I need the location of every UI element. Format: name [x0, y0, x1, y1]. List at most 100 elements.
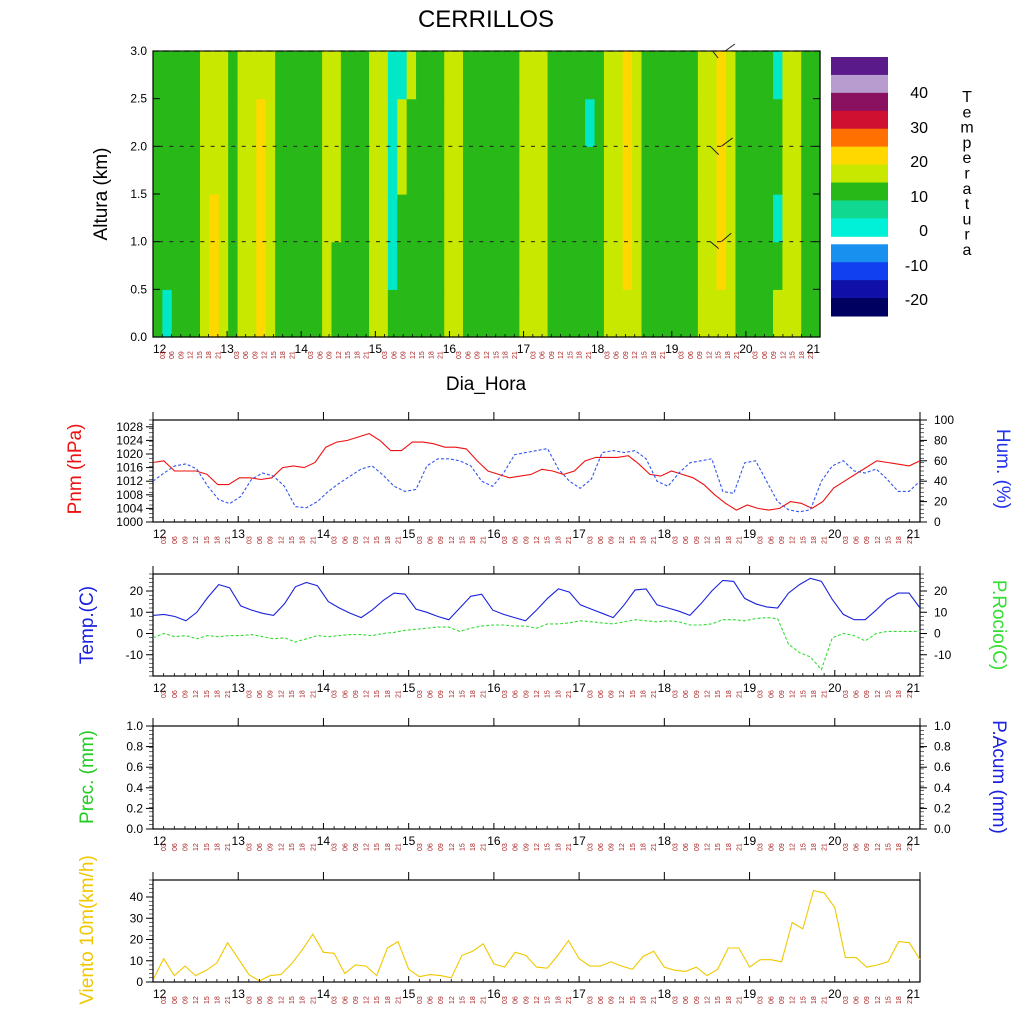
- hour-tick-label: 15: [204, 690, 211, 698]
- heatmap-cell: [293, 51, 304, 100]
- hour-tick-label: 21: [822, 996, 829, 1004]
- y-tick-label-right: 0.0: [934, 822, 951, 836]
- hour-tick-label: 12: [188, 351, 195, 359]
- heatmap-cell: [538, 194, 549, 243]
- hour-tick-label: 03: [672, 996, 679, 1004]
- y-tick-label-left: 10: [130, 954, 144, 968]
- heatmap-cell: [322, 98, 333, 147]
- heatmap-cell: [791, 241, 802, 290]
- hour-tick-label: 12: [364, 536, 371, 544]
- hour-tick-label: 12: [193, 843, 200, 851]
- day-tick-label: 17: [572, 987, 586, 1001]
- colorbar-title-letter: p: [963, 135, 972, 152]
- heatmap-cell: [181, 194, 192, 243]
- heatmap-cell: [190, 51, 201, 100]
- heatmap-cell: [162, 51, 173, 100]
- heatmap-cell: [190, 194, 201, 243]
- heatmap-cell: [632, 289, 643, 338]
- heatmap-cell: [556, 51, 567, 100]
- heatmap-cell: [162, 98, 173, 147]
- hour-tick-label: 21: [364, 351, 371, 359]
- series-line: [152, 889, 921, 982]
- heatmap-cell: [434, 146, 445, 195]
- heatmap-cell: [575, 289, 586, 338]
- heatmap-cell: [350, 51, 361, 100]
- heatmap-cell: [763, 146, 774, 195]
- hour-tick-label: 09: [694, 843, 701, 851]
- hour-tick-label: 12: [790, 996, 797, 1004]
- heatmap-cell: [369, 241, 380, 290]
- heatmap-cell: [209, 289, 220, 338]
- heatmap-cell: [528, 146, 539, 195]
- colorbar-swatch: [831, 57, 888, 76]
- heatmap-cell: [547, 51, 558, 100]
- colorbar-swatch: [831, 298, 888, 317]
- heatmap-cell: [697, 146, 708, 195]
- hour-tick-label: 21: [660, 351, 667, 359]
- hour-tick-label: 06: [513, 536, 520, 544]
- heatmap-cell: [162, 194, 173, 243]
- hour-tick-label: 15: [374, 690, 381, 698]
- heatmap-cell: [744, 289, 755, 338]
- hour-tick-label: 18: [300, 996, 307, 1004]
- heatmap-cell: [425, 289, 436, 338]
- hour-tick-label: 09: [353, 690, 360, 698]
- hour-tick-label: 06: [762, 351, 769, 359]
- day-tick-label: 12: [153, 681, 167, 695]
- hour-tick-label: 15: [716, 351, 723, 359]
- heatmap-cell: [763, 289, 774, 338]
- y-tick-label-right: 10: [934, 605, 948, 619]
- hour-tick-label: 18: [385, 536, 392, 544]
- hour-tick-label: 03: [502, 843, 509, 851]
- hour-tick-label: 06: [427, 690, 434, 698]
- hour-tick-label: 06: [854, 690, 861, 698]
- heatmap-cell: [669, 194, 680, 243]
- heatmap-cell: [434, 51, 445, 100]
- day-tick-label: 17: [572, 527, 586, 541]
- hour-tick-label: 09: [438, 536, 445, 544]
- heatmap-cell: [603, 146, 614, 195]
- heatmap-cell: [566, 194, 577, 243]
- hour-tick-label: 15: [800, 690, 807, 698]
- heatmap-cell: [434, 289, 445, 338]
- hour-tick-label: 06: [768, 996, 775, 1004]
- heatmap-cell: [575, 51, 586, 100]
- hour-tick-label: 18: [726, 843, 733, 851]
- y-tick-label: 1.5: [130, 187, 147, 201]
- hour-tick-label: 21: [225, 536, 232, 544]
- heatmap-cell: [162, 241, 173, 290]
- y-tick-label: 2.5: [130, 92, 147, 106]
- hour-tick-label: 12: [534, 690, 541, 698]
- heatmap-cell: [585, 98, 596, 147]
- heatmap-cell: [810, 51, 821, 100]
- y-tick-label: 0.0: [130, 330, 147, 344]
- heatmap-cell: [246, 146, 257, 195]
- hour-tick-label: 06: [257, 843, 264, 851]
- hour-tick-label: 03: [161, 843, 168, 851]
- day-tick-label: 14: [295, 342, 309, 356]
- heatmap-cell: [603, 289, 614, 338]
- heatmap-cell: [716, 98, 727, 147]
- hour-tick-label: 03: [672, 536, 679, 544]
- hour-tick-label: 12: [262, 351, 269, 359]
- hour-tick-label: 18: [300, 690, 307, 698]
- heatmap-cell: [688, 146, 699, 195]
- hour-tick-label: 18: [428, 351, 435, 359]
- heatmap-cell: [284, 241, 295, 290]
- heatmap-cell: [641, 146, 652, 195]
- heatmap-cell: [199, 241, 210, 290]
- heatmap-cell: [256, 289, 267, 338]
- heatmap-cell: [378, 194, 389, 243]
- heatmap-cell: [641, 98, 652, 147]
- day-tick-label: 20: [828, 681, 842, 695]
- heatmap-cell: [594, 146, 605, 195]
- wind-arrow: [709, 241, 720, 250]
- heatmap-cell: [256, 98, 267, 147]
- heatmap-cell: [331, 194, 342, 243]
- heatmap-cell: [773, 51, 784, 100]
- heatmap-cell: [509, 289, 520, 338]
- day-tick-label: 14: [317, 681, 331, 695]
- heatmap-cell: [726, 241, 737, 290]
- colorbar-swatch: [831, 74, 888, 94]
